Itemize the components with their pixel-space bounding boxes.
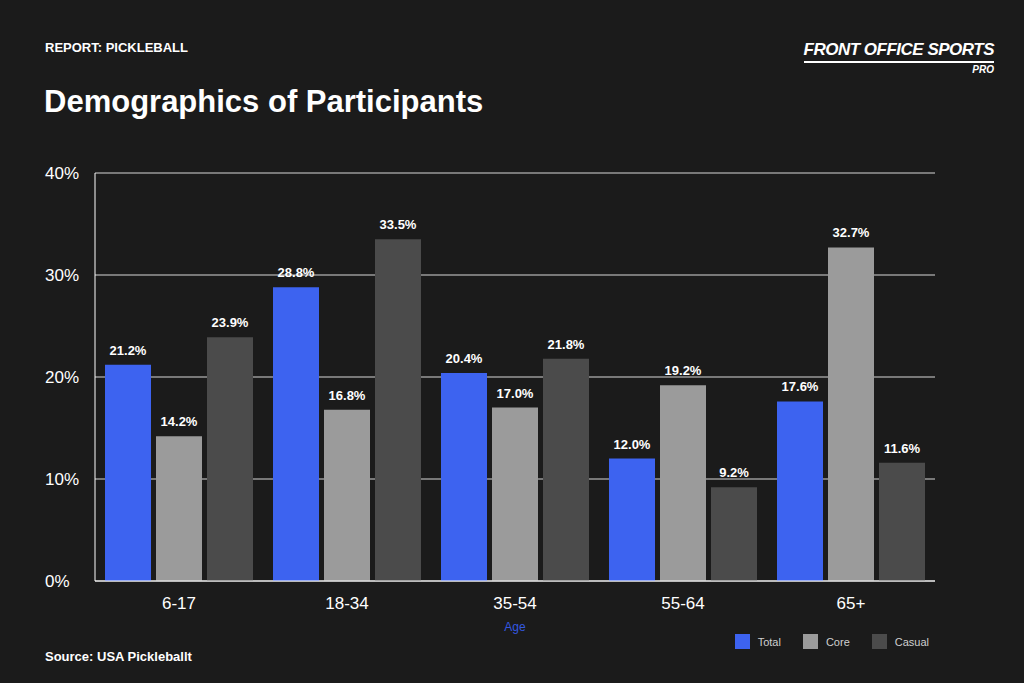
svg-text:9.2%: 9.2% [719, 465, 749, 480]
svg-text:18-34: 18-34 [325, 594, 368, 613]
svg-text:11.6%: 11.6% [884, 441, 921, 456]
html-text:Demographics of Participants: Demographics of Participants [44, 84, 484, 119]
svg-text:0%: 0% [45, 572, 70, 591]
html-text:FRONT OFFICE SPORTS: FRONT OFFICE SPORTS [803, 40, 994, 59]
html-text:REPORT: PICKLEBALL: REPORT: PICKLEBALL [45, 40, 188, 55]
html-text:PRO: PRO [972, 64, 994, 75]
svg-text:6-17: 6-17 [162, 594, 196, 613]
svg-text:65+: 65+ [837, 594, 866, 613]
svg-text:30%: 30% [45, 266, 79, 285]
svg-text:28.8%: 28.8% [278, 265, 315, 280]
svg-text:19.2%: 19.2% [665, 363, 702, 378]
svg-text:21.8%: 21.8% [548, 337, 585, 352]
html-text:Casual: Casual [894, 635, 929, 648]
svg-text:32.7%: 32.7% [833, 225, 870, 240]
svg-text:21.2%: 21.2% [110, 343, 147, 358]
svg-text:10%: 10% [45, 470, 79, 489]
svg-text:20%: 20% [45, 368, 79, 387]
svg-text:12.0%: 12.0% [614, 437, 651, 452]
html-text:Core: Core [825, 635, 850, 648]
html-text:Age: Age [504, 620, 526, 634]
svg-text:17.0%: 17.0% [497, 386, 534, 401]
svg-text:33.5%: 33.5% [380, 217, 417, 232]
svg-text:14.2%: 14.2% [161, 414, 198, 429]
svg-text:17.6%: 17.6% [782, 379, 819, 394]
svg-text:55-64: 55-64 [661, 594, 704, 613]
svg-text:40%: 40% [45, 164, 79, 183]
svg-text:35-54: 35-54 [493, 594, 536, 613]
html-text:Total: Total [757, 635, 781, 648]
svg-text:20.4%: 20.4% [446, 351, 483, 366]
svg-text:16.8%: 16.8% [329, 388, 366, 403]
html-text:Source: USA Pickleballt: Source: USA Pickleballt [45, 649, 192, 664]
svg-text:23.9%: 23.9% [212, 315, 249, 330]
